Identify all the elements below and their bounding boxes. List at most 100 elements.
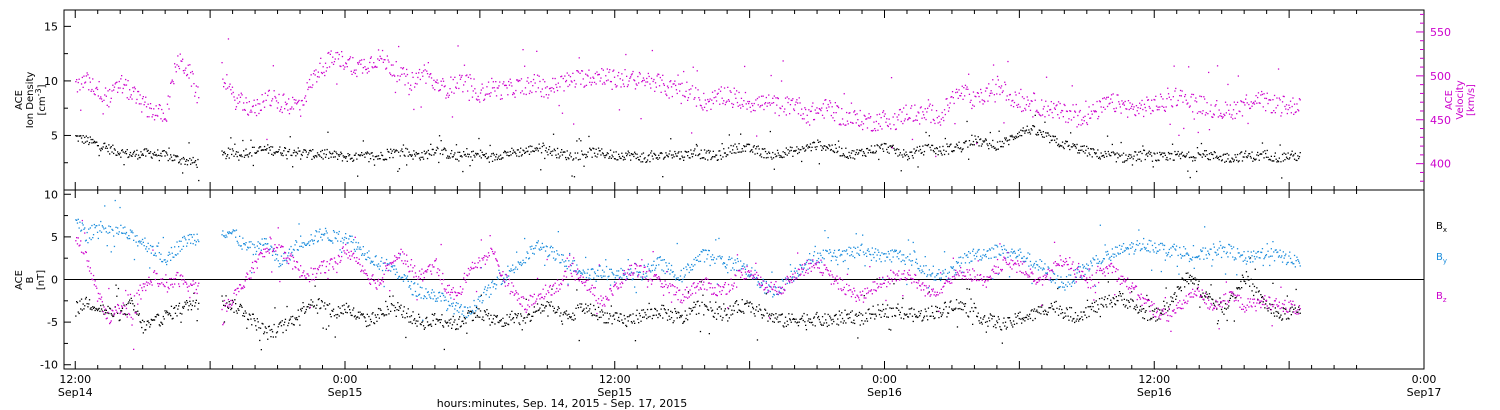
ion-density-point (874, 145, 876, 147)
velocity-point (815, 112, 817, 114)
bx-point (1298, 309, 1301, 311)
ion-density-point (870, 151, 872, 154)
velocity-point (890, 77, 893, 79)
bx-point (823, 322, 825, 324)
velocity-point (147, 103, 149, 105)
velocity-point (988, 83, 990, 85)
velocity-point (650, 77, 653, 80)
velocity-point (1249, 107, 1251, 110)
ion-density-point (713, 156, 715, 158)
ion-density-point (581, 150, 583, 152)
by-point (118, 231, 120, 233)
ion-density-point (841, 155, 844, 157)
bx-point (544, 307, 546, 309)
bx-point (569, 316, 571, 318)
bx-point (1296, 311, 1298, 313)
velocity-point (759, 106, 761, 108)
ion-density-point (577, 159, 580, 161)
bx-point (536, 310, 538, 312)
bx-point (80, 298, 83, 300)
velocity-point (334, 58, 336, 60)
bx-point (1122, 304, 1125, 306)
bx-point (683, 320, 686, 322)
velocity-point (1278, 97, 1280, 99)
bx-point (250, 318, 252, 320)
ion-density-point (358, 154, 360, 156)
ion-density-point (716, 159, 718, 161)
velocity-point (717, 92, 719, 94)
ion-density-point (528, 153, 531, 155)
velocity-point (1099, 101, 1101, 103)
velocity-point (867, 117, 869, 119)
bx-point (765, 293, 767, 295)
top-left-ytick-label: 15 (44, 20, 58, 33)
velocity-point (292, 108, 295, 110)
velocity-point (1078, 123, 1080, 126)
velocity-point (1171, 106, 1174, 108)
bx-point (497, 321, 499, 323)
velocity-point (962, 98, 964, 100)
bx-point (1216, 308, 1218, 310)
bx-point (579, 303, 581, 305)
velocity-point (670, 86, 673, 88)
velocity-point (76, 79, 78, 81)
ion-density-point (92, 142, 95, 144)
ion-density-point (1072, 143, 1074, 145)
bx-point (289, 318, 291, 320)
velocity-point (553, 91, 555, 93)
ion-density-point (195, 164, 197, 166)
ion-density-point (148, 152, 150, 154)
ion-density-point (631, 153, 633, 156)
velocity-point (1049, 108, 1052, 111)
ion-density-point (165, 151, 167, 153)
ion-density-point (426, 151, 428, 153)
velocity-point (708, 100, 710, 102)
bx-point (1123, 298, 1125, 300)
bx-point (569, 317, 572, 319)
bx-point (634, 322, 636, 324)
ion-density-point (1033, 125, 1035, 127)
ion-density-point (107, 150, 109, 153)
bx-point (652, 314, 654, 317)
velocity-point (516, 79, 518, 81)
velocity-point (765, 96, 767, 99)
by-point (345, 237, 348, 239)
bx-point (1002, 322, 1004, 324)
by-point (104, 205, 106, 207)
bx-point (1212, 302, 1215, 304)
velocity-point (243, 102, 245, 104)
bx-point (891, 315, 893, 318)
ion-density-point (705, 152, 707, 154)
by-point (343, 239, 345, 241)
ion-density-point (801, 160, 803, 163)
bx-point (234, 299, 236, 301)
velocity-point (752, 105, 754, 107)
ion-density-point (475, 154, 478, 156)
bx-point (1131, 299, 1134, 301)
bx-point (382, 313, 384, 315)
by-point (101, 225, 103, 227)
bx-point (577, 304, 579, 306)
by-point (191, 236, 193, 238)
by-point (440, 300, 442, 302)
ion-density-point (684, 150, 686, 152)
ion-density-point (321, 149, 323, 152)
ion-density-point (768, 151, 770, 153)
ion-density-point (277, 151, 279, 153)
ion-density-point (1032, 125, 1034, 127)
ion-density-point (578, 138, 580, 140)
bx-point (446, 322, 448, 324)
bx-point (1147, 298, 1150, 301)
bx-point (98, 307, 100, 310)
bx-point (499, 320, 502, 322)
ion-density-point (448, 155, 450, 158)
velocity-point (1140, 104, 1142, 106)
by-point (428, 294, 430, 296)
bx-point (422, 320, 424, 322)
bx-point (104, 309, 106, 311)
ion-density-point (917, 166, 919, 168)
by-point (85, 239, 87, 241)
bx-point (911, 315, 914, 317)
velocity-point (653, 78, 655, 81)
velocity-point (480, 89, 482, 91)
